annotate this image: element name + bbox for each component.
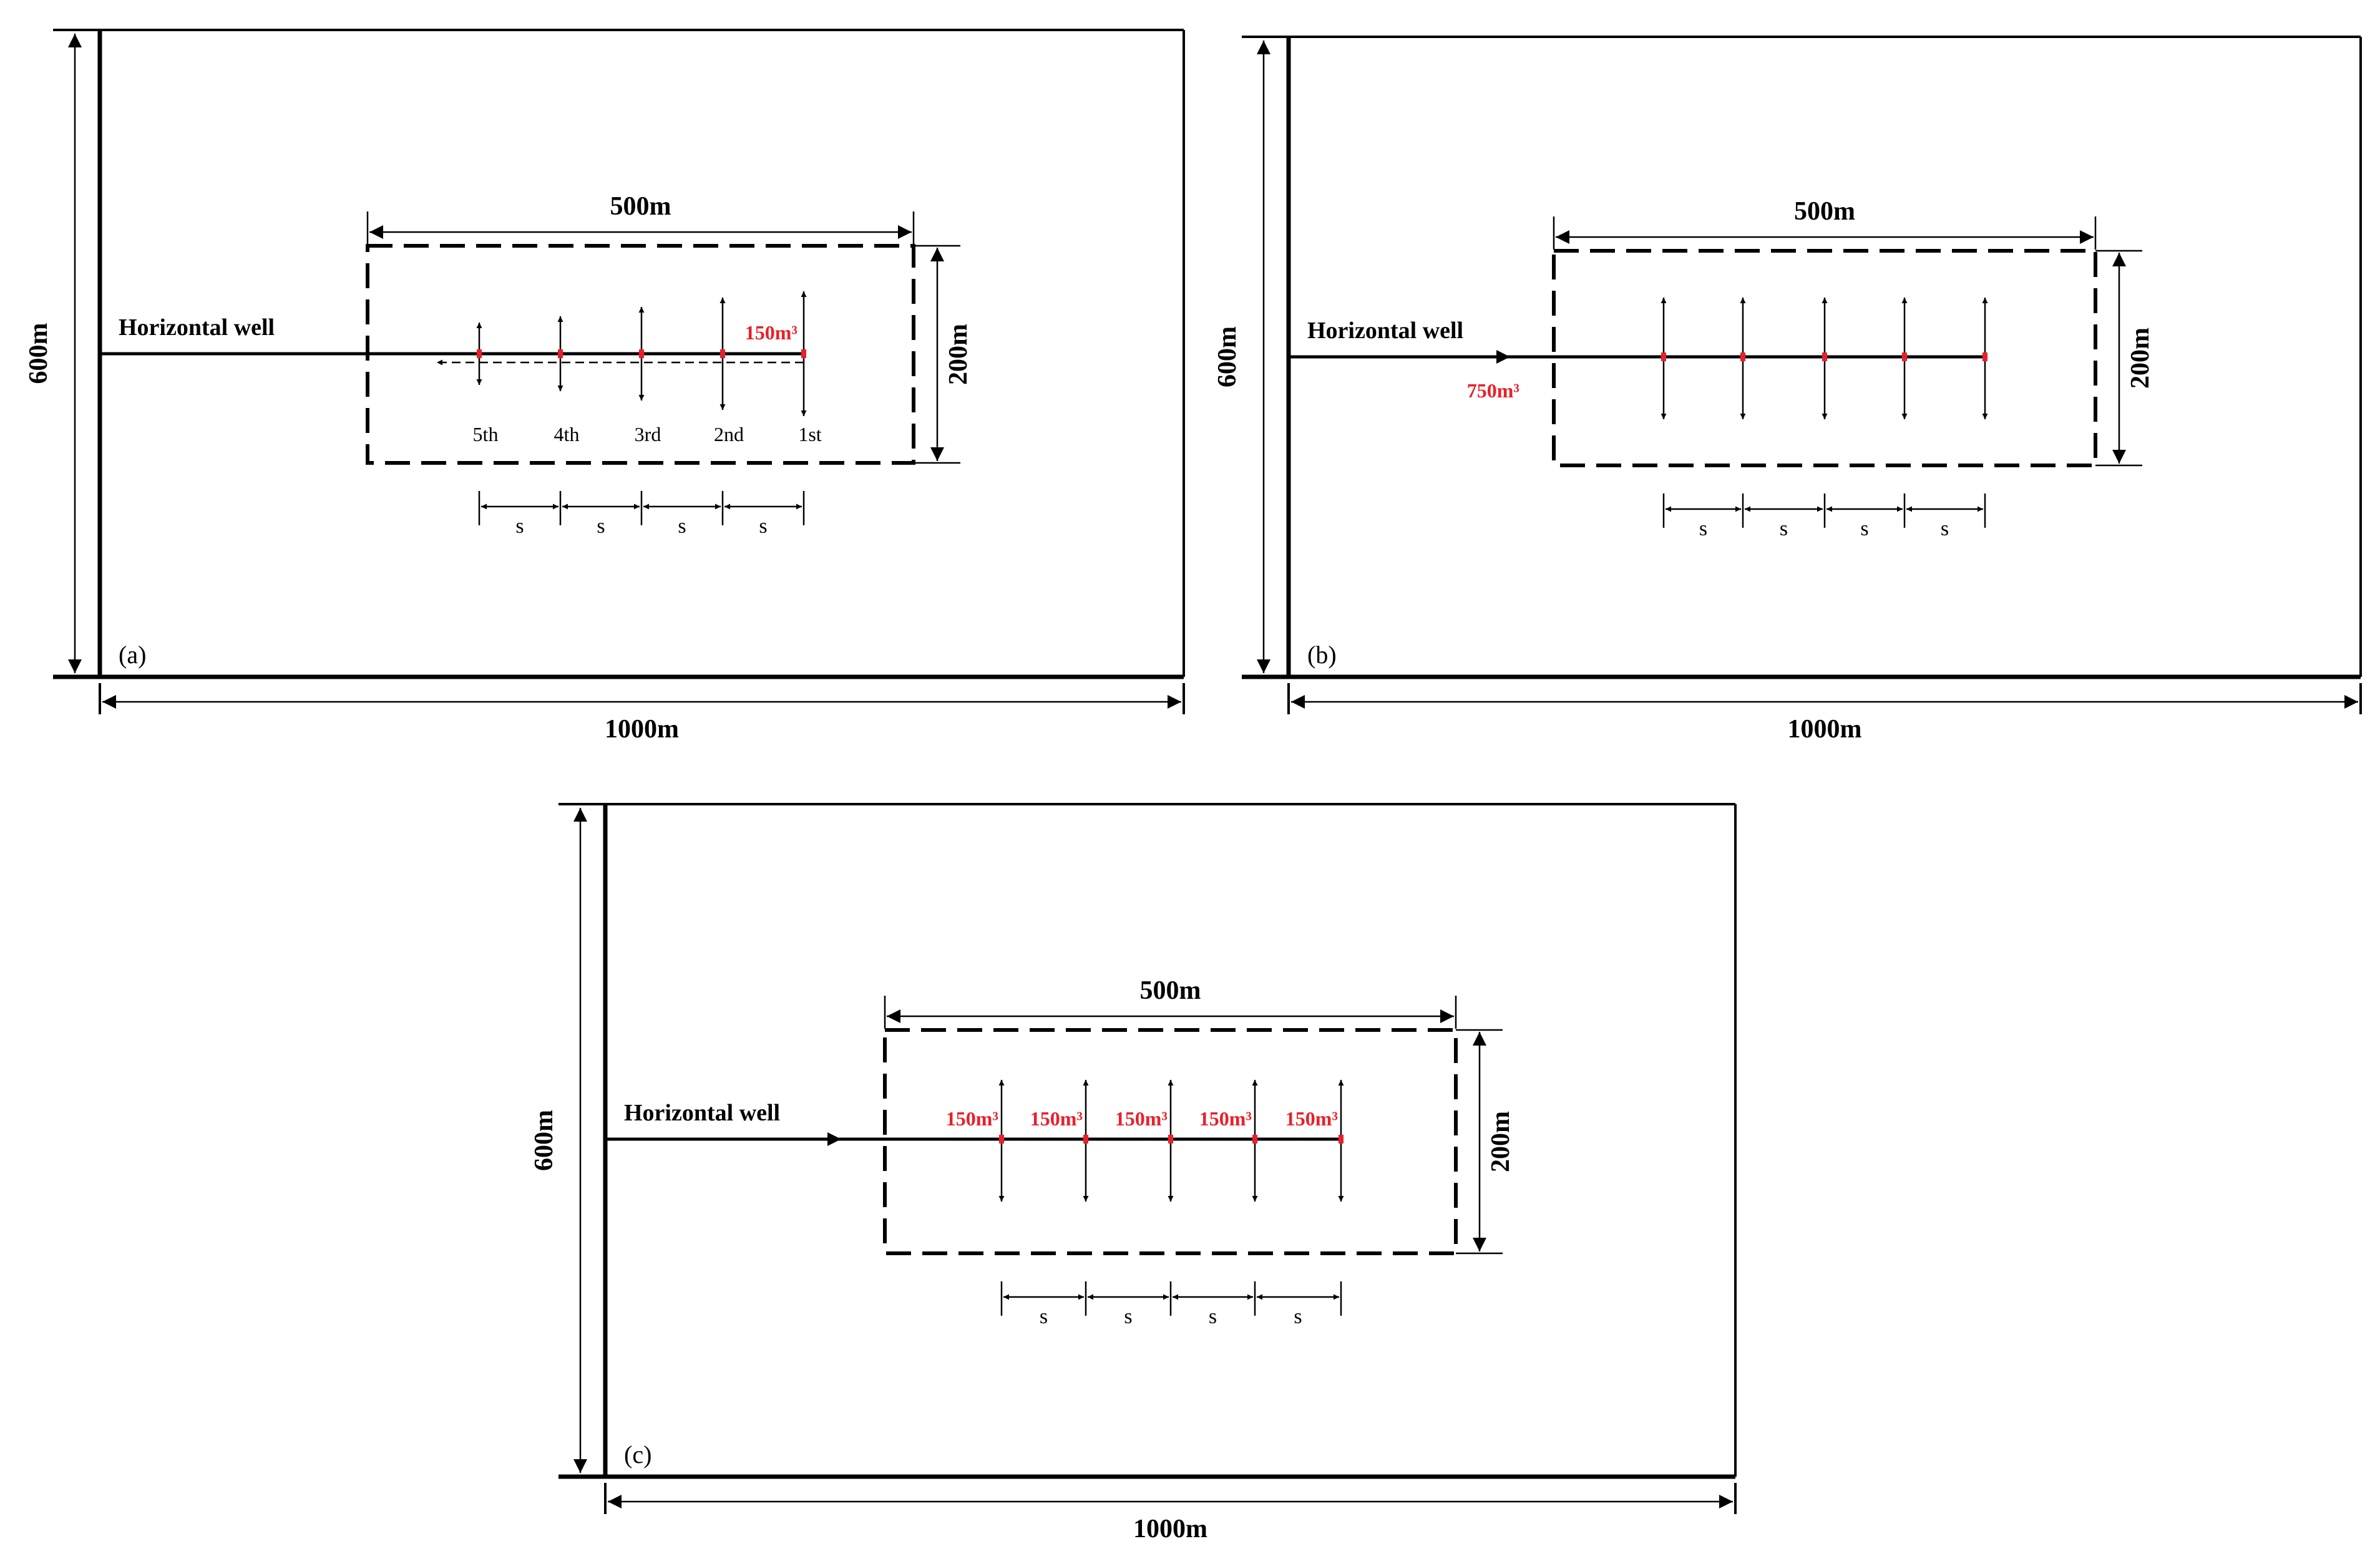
zone-height-label: 200m	[2126, 328, 2155, 389]
panel-b: 600m 1000m (b) 500m 200m Horizontal well 750m³…	[1213, 36, 2362, 744]
stage-label-3: 3rd	[635, 423, 661, 445]
fracture-perforation	[1822, 352, 1827, 361]
fracture-1	[476, 323, 482, 385]
spacing-label: s	[515, 515, 524, 538]
panel-label: (b)	[1307, 641, 1337, 669]
injection-volume-label-3: 150m³	[1115, 1107, 1168, 1130]
spacing-label: s	[1040, 1305, 1048, 1328]
horizontal-well-label: Horizontal well	[1307, 318, 1463, 344]
spacing-label: s	[1294, 1305, 1302, 1328]
fracture-perforation	[1661, 352, 1666, 361]
spacing-label: s	[678, 515, 686, 538]
zone-width-label: 500m	[1140, 976, 1201, 1005]
fracture-5	[801, 291, 807, 416]
injection-volume-label-5: 150m³	[1285, 1107, 1338, 1130]
zone-width-label: 500m	[1794, 197, 1855, 226]
injection-volume-label-2: 150m³	[1030, 1107, 1083, 1130]
spacing-label: s	[597, 515, 605, 538]
zone-height-label: 200m	[944, 324, 973, 385]
fracture-5	[1338, 1080, 1344, 1202]
fracture-4	[719, 298, 726, 410]
fracture-perforation	[477, 349, 482, 358]
stage-label-4: 2nd	[714, 423, 744, 445]
fracture-perforation	[720, 349, 725, 358]
panel-label: (c)	[624, 1440, 651, 1469]
fracture-1	[1661, 298, 1667, 419]
panel-c: 600m 1000m (c) 500m 200m Horizontal well 150m³…	[530, 803, 1737, 1543]
stimulated-zone	[1552, 249, 2097, 467]
fracture-perforation	[639, 349, 644, 358]
spacing-label: s	[1941, 517, 1949, 540]
fracture-3	[1822, 298, 1828, 419]
fracture-2	[557, 316, 563, 391]
spacing-label: s	[1699, 517, 1707, 540]
spacing-label: s	[1780, 517, 1788, 540]
spacing-label: s	[759, 515, 767, 538]
height-dimension-label: 600m	[24, 323, 53, 384]
stage-label-1: 5th	[473, 423, 499, 445]
horizontal-well-label: Horizontal well	[119, 314, 275, 341]
injection-volume-label: 150m³	[745, 321, 797, 344]
zone-width-label: 500m	[610, 192, 671, 221]
fracture-3	[1168, 1080, 1174, 1202]
zone-height-label: 200m	[1486, 1111, 1515, 1172]
fracture-perforation	[1252, 1135, 1257, 1144]
fracture-perforation	[1168, 1135, 1173, 1144]
stage-label-5: 1st	[798, 423, 821, 445]
injection-volume-label: 750m³	[1467, 379, 1519, 402]
fracture-3	[638, 307, 645, 401]
width-dimension-label: 1000m	[1133, 1515, 1207, 1543]
fracture-perforation	[1902, 352, 1907, 361]
fracture-5	[1982, 298, 1988, 419]
spacing-label: s	[1209, 1305, 1217, 1328]
stage-label-2: 4th	[554, 423, 580, 445]
width-dimension-label: 1000m	[1788, 715, 1862, 744]
injection-volume-label-4: 150m³	[1199, 1107, 1252, 1130]
horizontal-well-label: Horizontal well	[624, 1100, 780, 1126]
fracture-4	[1252, 1080, 1258, 1202]
fracture-perforation	[999, 1135, 1004, 1144]
fracture-perforation	[1083, 1135, 1088, 1144]
fracture-perforation	[1983, 352, 1987, 361]
fracture-4	[1901, 298, 1908, 419]
width-dimension-label: 1000m	[605, 715, 679, 744]
injection-volume-label-1: 150m³	[946, 1107, 998, 1130]
fracture-perforation	[801, 349, 806, 358]
height-dimension-label: 600m	[1213, 326, 1242, 387]
fracture-perforation	[558, 349, 563, 358]
spacing-label: s	[1124, 1305, 1132, 1328]
fracture-1	[998, 1080, 1005, 1202]
fracture-2	[1083, 1080, 1089, 1202]
fracture-perforation	[1339, 1135, 1344, 1144]
spacing-label: s	[1860, 517, 1868, 540]
panel-label: (a)	[119, 641, 146, 669]
height-dimension-label: 600m	[530, 1110, 558, 1171]
fracture-2	[1740, 298, 1746, 419]
panel-a: 600m 1000m (a) 500m 200m Horizontal well 5th 4t…	[24, 29, 1185, 744]
fracture-perforation	[1740, 352, 1745, 361]
